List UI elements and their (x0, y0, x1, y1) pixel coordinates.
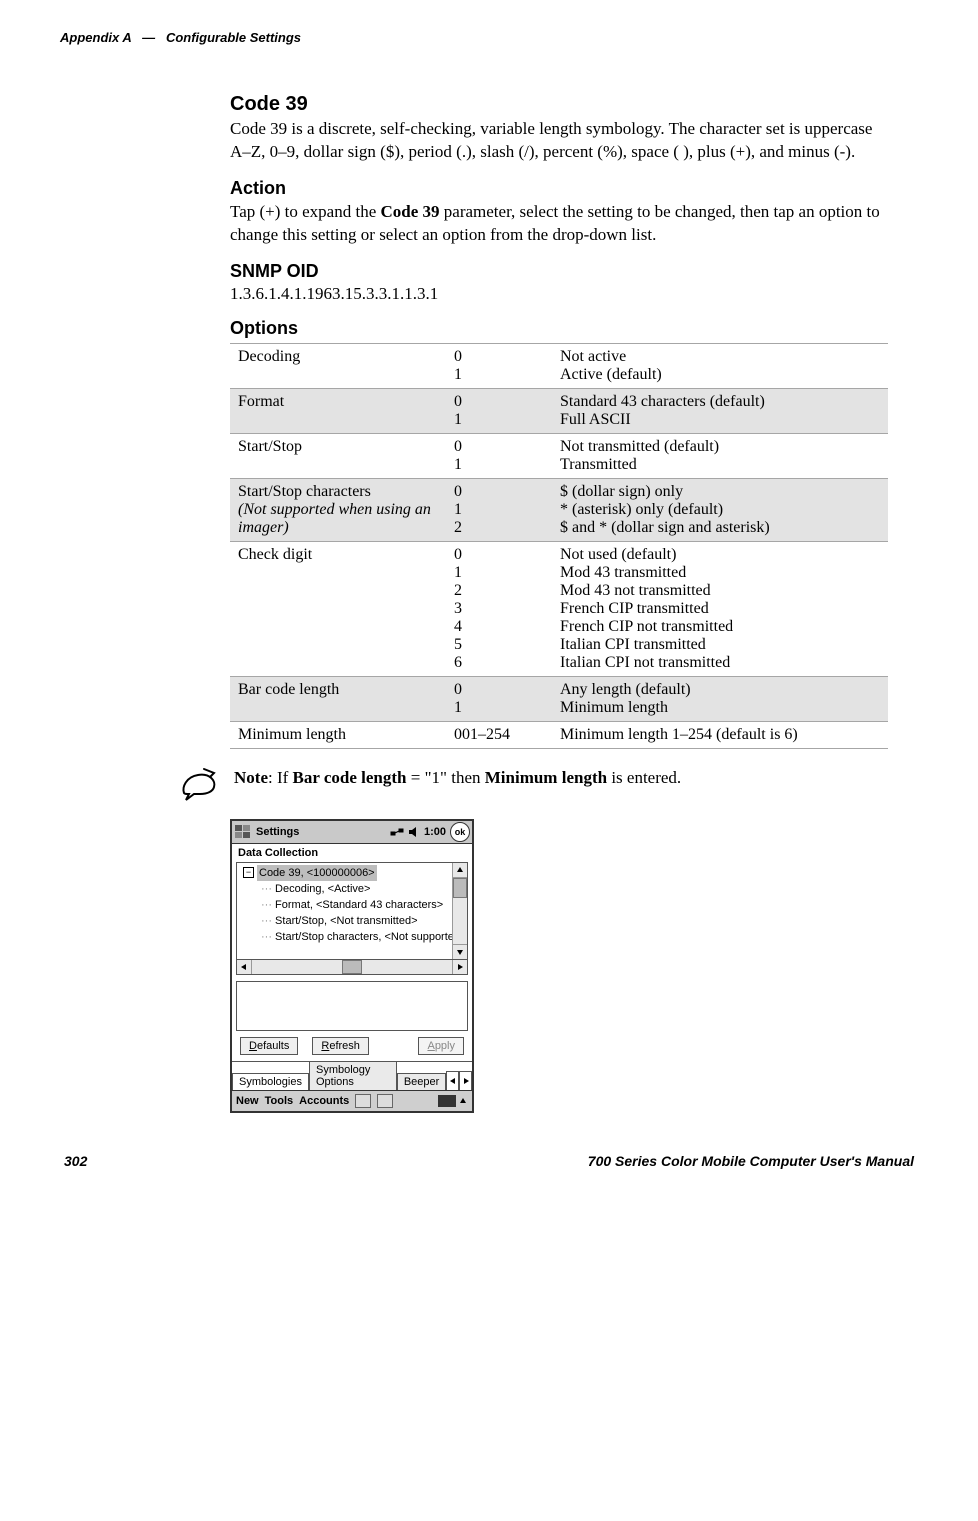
tree-pane[interactable]: − Code 39, <100000006> ··· Decoding, <Ac… (236, 862, 468, 960)
device-time: 1:00 (424, 826, 446, 838)
action-heading: Action (230, 178, 888, 199)
page-footer: 302 700 Series Color Mobile Computer Use… (60, 1153, 918, 1169)
table-row: Decoding01Not activeActive (default) (230, 343, 888, 388)
tab-symbologies[interactable]: Symbologies (232, 1073, 309, 1090)
option-name: Bar code length (230, 676, 446, 721)
action-text: Tap (+) to expand the Code 39 parameter,… (230, 201, 888, 247)
device-title: Settings (256, 826, 390, 838)
option-name: Start/Stop characters(Not supported when… (230, 478, 446, 541)
tab-strip: Symbologies Symbology Options Beeper (232, 1061, 472, 1090)
table-row: Start/Stop characters(Not supported when… (230, 478, 888, 541)
tab-symbology-options[interactable]: Symbology Options (309, 1061, 397, 1090)
code39-description: Code 39 is a discrete, self-checking, va… (230, 118, 888, 164)
option-values: Minimum length 1–254 (default is 6) (552, 721, 888, 748)
speaker-icon (408, 826, 420, 838)
apply-button[interactable]: Apply (418, 1037, 464, 1055)
option-values: Any length (default)Minimum length (552, 676, 888, 721)
menu-new[interactable]: New (236, 1095, 259, 1107)
code39-heading: Code 39 (230, 93, 888, 116)
scroll-thumb-h[interactable] (342, 960, 362, 974)
defaults-button[interactable]: Defaults (240, 1037, 298, 1055)
start-icon (234, 824, 252, 840)
tree-root-label: Code 39, <100000006> (257, 865, 377, 881)
footer-title: 700 Series Color Mobile Computer User's … (588, 1153, 914, 1169)
tree-child[interactable]: ··· Start/Stop, <Not transmitted> (243, 913, 465, 929)
option-values: Not activeActive (default) (552, 343, 888, 388)
table-row: Start/Stop01Not transmitted (default)Tra… (230, 433, 888, 478)
page-number: 302 (64, 1153, 87, 1169)
table-row: Bar code length01Any length (default)Min… (230, 676, 888, 721)
option-values: Not used (default)Mod 43 transmittedMod … (552, 541, 888, 676)
option-codes: 01 (446, 433, 552, 478)
option-values: Not transmitted (default)Transmitted (552, 433, 888, 478)
refresh-button[interactable]: Refresh (312, 1037, 369, 1055)
scroll-down-arrow[interactable] (453, 944, 467, 959)
option-codes: 01 (446, 676, 552, 721)
table-row: Minimum length001–254Minimum length 1–25… (230, 721, 888, 748)
tab-left-arrow[interactable] (446, 1071, 459, 1090)
edit-box[interactable] (236, 981, 468, 1031)
menu-accounts[interactable]: Accounts (299, 1095, 349, 1107)
horizontal-scrollbar[interactable] (236, 960, 468, 975)
menu-tools[interactable]: Tools (265, 1095, 294, 1107)
tree-child[interactable]: ··· Decoding, <Active> (243, 881, 465, 897)
scroll-thumb[interactable] (453, 878, 467, 898)
connectivity-icon (390, 826, 404, 838)
table-row: Format01Standard 43 characters (default)… (230, 388, 888, 433)
snmp-oid: 1.3.6.1.4.1.1963.15.3.3.1.1.3.1 (230, 284, 888, 304)
vertical-scrollbar[interactable] (452, 863, 467, 959)
options-table: Decoding01Not activeActive (default)Form… (230, 343, 888, 749)
ok-button[interactable]: ok (450, 822, 470, 842)
appendix-label: Appendix A (60, 30, 131, 45)
tab-beeper[interactable]: Beeper (397, 1073, 446, 1090)
toolbar-icon-1[interactable] (355, 1094, 371, 1108)
note-row: Note: If Bar code length = "1" then Mini… (60, 767, 918, 801)
running-head: Appendix A — Configurable Settings (60, 30, 918, 45)
device-screenshot: Settings 1:00 ok Data Collection − Code … (230, 819, 474, 1113)
option-name: Check digit (230, 541, 446, 676)
option-values: $ (dollar sign) only* (asterisk) only (d… (552, 478, 888, 541)
tree-root[interactable]: − Code 39, <100000006> (243, 865, 465, 881)
tree-child[interactable]: ··· Start/Stop characters, <Not supporte… (243, 929, 465, 945)
sip-up-arrow[interactable] (458, 1095, 468, 1107)
option-codes: 01 (446, 388, 552, 433)
device-titlebar: Settings 1:00 ok (232, 821, 472, 844)
option-name: Minimum length (230, 721, 446, 748)
appendix-title: Configurable Settings (166, 30, 301, 45)
options-heading: Options (230, 318, 888, 339)
option-values: Standard 43 characters (default)Full ASC… (552, 388, 888, 433)
device-subtitle: Data Collection (232, 844, 472, 862)
snmp-heading: SNMP OID (230, 261, 888, 282)
scroll-right-arrow[interactable] (452, 960, 467, 974)
appendix-sep: — (142, 30, 155, 45)
scroll-up-arrow[interactable] (453, 863, 467, 878)
note-text: Note: If Bar code length = "1" then Mini… (234, 767, 681, 790)
option-name: Decoding (230, 343, 446, 388)
option-name: Start/Stop (230, 433, 446, 478)
scroll-left-arrow[interactable] (237, 960, 252, 974)
tab-right-arrow[interactable] (459, 1071, 472, 1090)
keyboard-icon[interactable] (438, 1095, 456, 1107)
command-bar: New Tools Accounts (232, 1090, 472, 1111)
option-codes: 0123456 (446, 541, 552, 676)
option-codes: 01 (446, 343, 552, 388)
note-icon (180, 767, 220, 801)
option-codes: 001–254 (446, 721, 552, 748)
toolbar-icon-2[interactable] (377, 1094, 393, 1108)
table-row: Check digit0123456Not used (default)Mod … (230, 541, 888, 676)
tree-child[interactable]: ··· Format, <Standard 43 characters> (243, 897, 465, 913)
collapse-icon[interactable]: − (243, 867, 254, 878)
option-name: Format (230, 388, 446, 433)
option-codes: 012 (446, 478, 552, 541)
